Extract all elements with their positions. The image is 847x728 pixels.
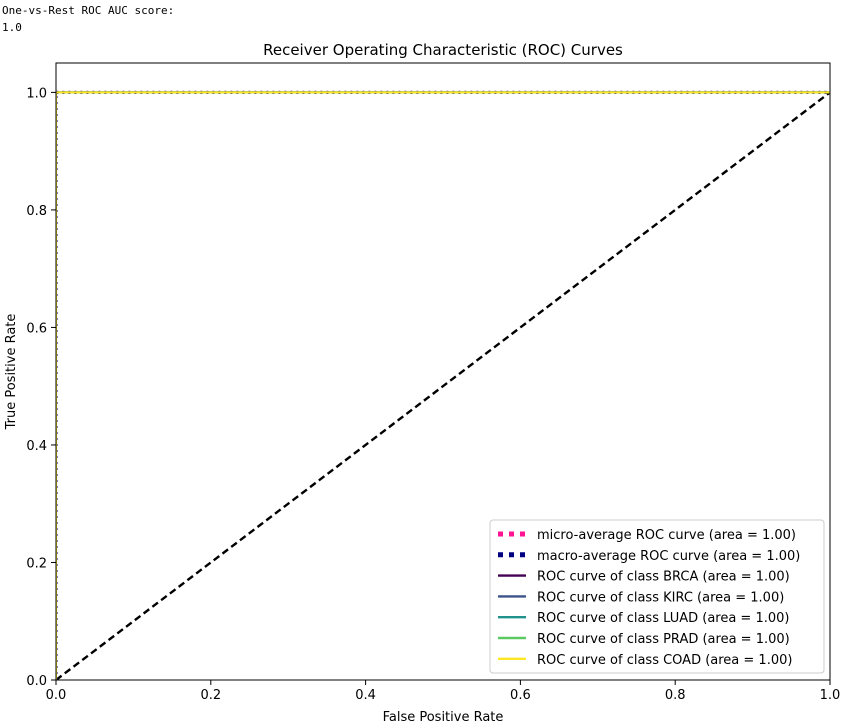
legend-label-5: ROC curve of class PRAD (area = 1.00): [537, 632, 790, 647]
legend-label-2: ROC curve of class BRCA (area = 1.00): [537, 570, 790, 585]
y-tick-label: 0.8: [26, 204, 47, 219]
legend: micro-average ROC curve (area = 1.00) mac…: [489, 519, 825, 674]
legend-label-1: macro-average ROC curve (area = 1.00): [537, 549, 800, 564]
legend-label-4: ROC curve of class LUAD (area = 1.00): [537, 611, 789, 626]
chart-title: Receiver Operating Characteristic (ROC) …: [263, 41, 623, 59]
x-tick-label: 1.0: [820, 688, 841, 703]
x-tick-label: 0.2: [200, 688, 221, 703]
console-line-2: 1.0: [2, 21, 22, 34]
plot-area: [56, 90, 830, 680]
x-tick-label: 0.0: [46, 688, 67, 703]
y-tick-label: 0.0: [26, 674, 47, 689]
axes: 0.0 0.2 0.4 0.6 0.8 1.0 0.0 0.2 0.4 0.6 0.8 1.0: [26, 62, 841, 703]
legend-label-6: ROC curve of class COAD (area = 1.00): [537, 653, 792, 668]
console-output: One-vs-Rest ROC AUC score: 1.0: [2, 2, 174, 36]
chance-diagonal-line: [56, 91, 830, 680]
x-tick-label: 0.4: [355, 688, 376, 703]
console-line-1: One-vs-Rest ROC AUC score:: [2, 4, 175, 17]
plot-frame: [55, 62, 831, 681]
legend-label-0: micro-average ROC curve (area = 1.00): [537, 528, 796, 543]
y-tick-label: 0.6: [26, 321, 47, 336]
y-tick-label: 1.0: [26, 86, 47, 101]
y-tick-label: 0.4: [26, 439, 47, 454]
y-tick-label: 0.2: [26, 556, 47, 571]
legend-label-3: ROC curve of class KIRC (area = 1.00): [537, 590, 784, 605]
series-line-6: [56, 91, 830, 680]
x-axis-title: False Positive Rate: [383, 710, 504, 725]
y-axis-title: True Positive Rate: [4, 314, 19, 431]
legend-box: [489, 519, 825, 674]
x-tick-label: 0.8: [665, 688, 686, 703]
x-tick-label: 0.6: [510, 688, 531, 703]
